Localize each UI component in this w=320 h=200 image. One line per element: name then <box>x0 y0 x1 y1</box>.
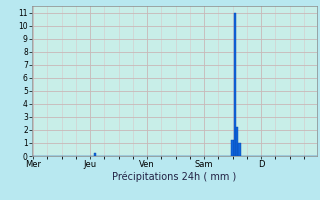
Bar <box>234 13 236 156</box>
Bar <box>236 127 238 156</box>
Bar <box>94 153 96 156</box>
Bar <box>231 140 234 156</box>
X-axis label: Précipitations 24h ( mm ): Précipitations 24h ( mm ) <box>112 172 236 182</box>
Bar <box>238 143 241 156</box>
